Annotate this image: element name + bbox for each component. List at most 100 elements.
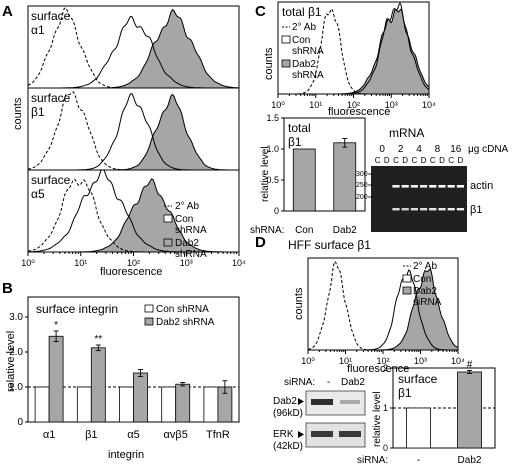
panel-a-legend-dab2: Dab2 [175, 238, 199, 249]
panel-a1-title-line2: α1 [31, 23, 45, 37]
blot-erk-band-sirna [339, 431, 361, 437]
gel-band-beta1-lane [447, 208, 455, 211]
panel-d-bar-bar [457, 371, 482, 449]
gel-marker-200: 200 [356, 194, 368, 201]
panel-d-bar-bar [406, 407, 431, 449]
gel-band-actin-lane [392, 185, 400, 188]
panel-c-legend-con-line2: shRNA [292, 46, 324, 57]
blot-dab2-band-sirna [340, 400, 360, 404]
panel-b-significance-mark: ** [94, 334, 102, 345]
gel-band-beta1-lane [392, 208, 400, 211]
panel-a-legend-secondary: 2° Ab [175, 201, 199, 212]
panel-b-y-label: relative level [5, 331, 17, 392]
panel-a3-secondary-histogram-curve [28, 178, 239, 252]
panel-b-category-label: αvβ5 [164, 429, 188, 441]
panel-a-letter: A [2, 3, 13, 20]
panel-d-letter: D [255, 234, 266, 251]
panel-d-x-tick: 10¹ [339, 356, 352, 366]
gel-lane-label: D [384, 156, 390, 165]
gel-amount-label: 4 [416, 144, 422, 155]
panel-a-histogram-2: surface β1 [27, 87, 240, 171]
panel-b-x-label: integrin [108, 449, 144, 461]
panel-b-y-tick: 3.0 [9, 312, 23, 323]
blot-erk-band-control [311, 431, 333, 437]
panel-c-x-tick: 10⁰ [271, 100, 285, 110]
blot-lane-dab2: Dab2 [341, 377, 365, 388]
panel-b-category-label: α5 [127, 429, 139, 441]
gel-band-actin-lane [456, 185, 464, 188]
panel-c-x-tick: 10⁴ [422, 100, 436, 110]
panel-d-dab2-histogram-curve [308, 268, 458, 350]
panel-b-category-label: TfnR [206, 429, 230, 441]
panel-c-legend-secondary: 2° Ab [292, 22, 316, 33]
panel-b-legend-con: Con shRNA [156, 304, 209, 315]
panel-d-western-blot: siRNA: - Dab2 Dab2 (96kD) ERK (42kD) [273, 377, 365, 452]
panel-c-bar-bar [333, 142, 357, 212]
panel-c-letter: C [255, 3, 266, 20]
panel-c-bar-y-tick: 0.5 [266, 175, 279, 185]
panel-c-bar-y-label: relative level [260, 146, 271, 202]
panel-a3-title-line2: α5 [31, 187, 45, 201]
panel-d-x-tick: 10⁰ [301, 356, 315, 366]
blot-row-erk: ERK [273, 429, 294, 440]
blot-row-erk-size: (42kD) [273, 441, 303, 452]
blot-row-dab2: Dab2 [273, 396, 297, 407]
panel-c-dab2-histogram-curve [278, 8, 429, 94]
gel-lane-label: D [402, 156, 408, 165]
panel-b-chart: surface integrin relative level 0 1.0 2.0 3… [5, 296, 240, 461]
panel-c-bar-y-tick: 1.5 [266, 113, 279, 123]
panel-b-bar [203, 386, 219, 423]
gel-lane-label: C [375, 156, 381, 165]
gel-marker-300: 300 [356, 171, 368, 178]
panel-b-bar [76, 386, 92, 423]
panel-b-letter: B [2, 280, 13, 297]
panel-b-bar [34, 386, 50, 423]
panel-c-shrna-label: shRNA: [250, 225, 284, 236]
panel-d-legend-dab2-line2: siRNA [413, 297, 442, 308]
panel-c-x-tick: 10³ [385, 100, 398, 110]
gel-marker-250: 250 [356, 182, 368, 189]
gel-unit-label: μg cDNA [468, 144, 509, 155]
panel-d-bar-y-tick: 1 [383, 403, 388, 413]
panel-c-x-label: fluorescence [328, 106, 390, 118]
gel-title: mRNA [389, 126, 424, 140]
panel-a-y-label-top: counts [12, 97, 24, 130]
blot-sirna-label: siRNA: [284, 377, 315, 388]
gel-band-actin-lane [410, 185, 418, 188]
panel-d-secondary-histogram-curve [308, 260, 458, 350]
gel-band-beta1-lane [420, 208, 428, 211]
gel-band-beta1: β1 [470, 204, 482, 216]
panel-b-y-tick: 1.0 [9, 382, 23, 393]
panel-b-bar [161, 386, 177, 423]
panel-a3-control-histogram-curve [28, 170, 239, 252]
panel-c-bar-title-line2: β1 [288, 135, 302, 149]
gel-band-beta1-lane [456, 208, 464, 211]
panel-c-bar-y-tick: 0 [274, 206, 279, 216]
panel-c-legend-dab2-line2: shRNA [292, 70, 324, 81]
panel-c-x-axis: 10⁰ 10¹ 10² 10³ 10⁴ [271, 93, 436, 110]
panel-c-bar-bar [292, 148, 316, 212]
gel-band-beta1-lane [438, 208, 446, 211]
panel-a3-dab2-histogram-curve [28, 178, 239, 252]
panel-d-control-histogram-curve [308, 269, 458, 350]
panel-c-control-histogram-curve [278, 2, 429, 94]
panel-b-bar [119, 386, 134, 423]
panel-d-bar-category-label: Dab2 [458, 455, 482, 465]
panel-d-x-label: fluorescence [347, 363, 409, 375]
panel-b-y-tick: 2.0 [9, 347, 23, 358]
panel-c-bar-y-tick: 1.0 [266, 144, 279, 154]
panel-d-x-tick: 10³ [414, 356, 427, 366]
panel-c-bar-category-label: Con [295, 225, 313, 236]
gel-amount-label: 2 [398, 144, 404, 155]
gel-amount-label: 8 [435, 144, 441, 155]
gel-lane-label: D [439, 156, 445, 165]
panel-b-legend: Con shRNA Dab2 shRNA [144, 304, 215, 328]
gel-amount-label: 0 [379, 144, 385, 155]
panel-d-bar-significance-mark: # [467, 359, 473, 370]
panel-b-title: surface integrin [36, 302, 118, 316]
panel-a-legend-con-line2: shRNA [175, 225, 207, 236]
gel-band-actin-lane [401, 185, 409, 188]
gel-band-actin: actin [470, 180, 493, 192]
panel-c-histogram: total β1 2° Ab Con shRNA Dab2 shRNA [277, 1, 430, 95]
